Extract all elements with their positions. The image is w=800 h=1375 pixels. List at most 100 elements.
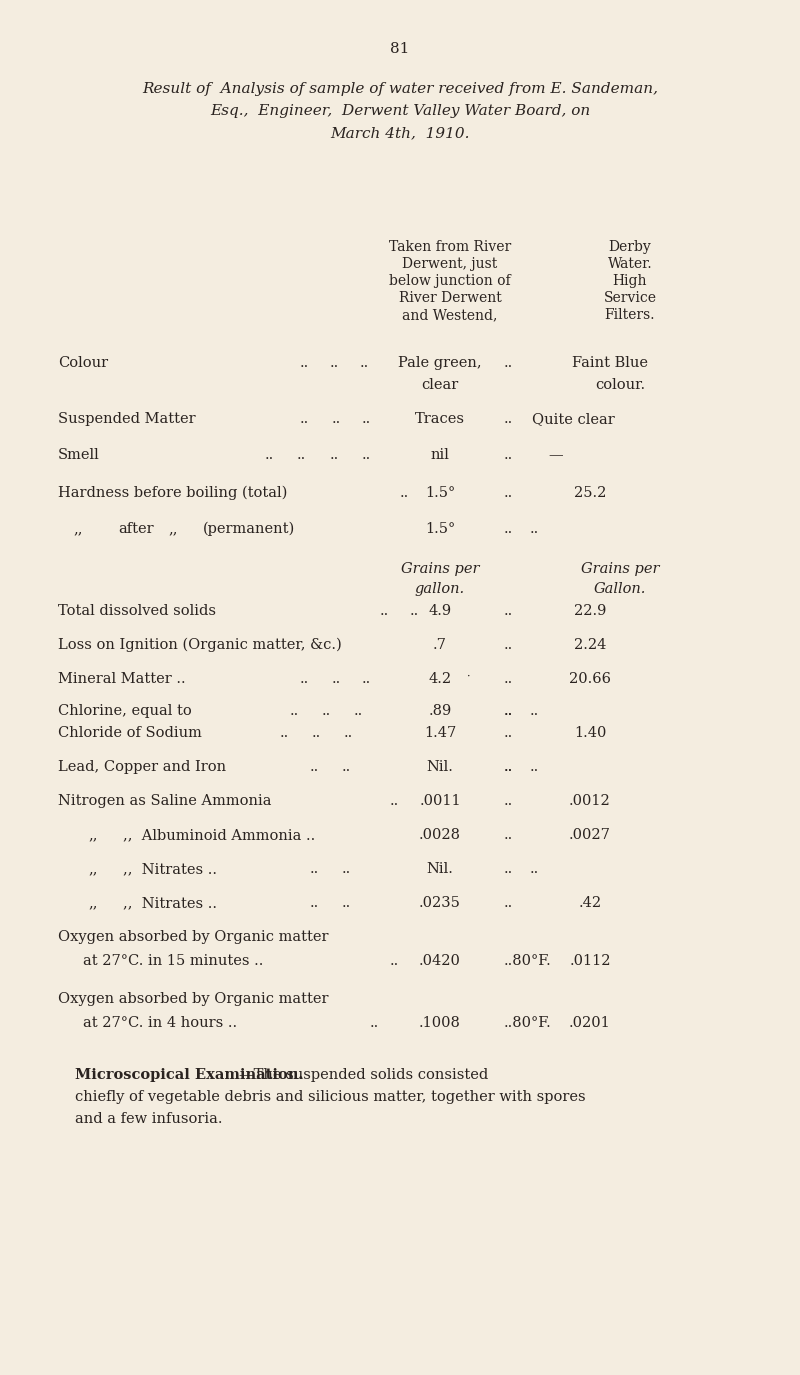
Text: clear: clear — [422, 378, 458, 392]
Text: Derby: Derby — [609, 241, 651, 254]
Text: Loss on Ignition (Organic matter, &c.): Loss on Ignition (Organic matter, &c.) — [58, 638, 342, 652]
Text: Esq.,  Engineer,  Derwent Valley Water Board, on: Esq., Engineer, Derwent Valley Water Boa… — [210, 104, 590, 118]
Text: ..: .. — [400, 485, 410, 500]
Text: Grains per: Grains per — [401, 562, 479, 576]
Text: ,,: ,, — [168, 522, 178, 536]
Text: .0420: .0420 — [419, 954, 461, 968]
Text: ,,  Albuminoid Ammonia ..: ,, Albuminoid Ammonia .. — [123, 828, 315, 842]
Text: (permanent): (permanent) — [203, 522, 295, 536]
Text: 25.2: 25.2 — [574, 485, 606, 500]
Text: at 27°C. in 15 minutes ..: at 27°C. in 15 minutes .. — [83, 954, 263, 968]
Text: ..: .. — [504, 448, 514, 462]
Text: ,,: ,, — [88, 828, 98, 842]
Text: Filters.: Filters. — [605, 308, 655, 322]
Text: ..: .. — [504, 793, 514, 808]
Text: and a few infusoria.: and a few infusoria. — [75, 1112, 222, 1126]
Text: ..: .. — [504, 896, 514, 910]
Text: ..: .. — [310, 760, 319, 774]
Text: ..: .. — [504, 704, 514, 718]
Text: ..: .. — [362, 412, 371, 426]
Text: 2.24: 2.24 — [574, 638, 606, 652]
Text: below junction of: below junction of — [389, 274, 511, 287]
Text: ..: .. — [362, 672, 371, 686]
Text: ..80°F.: ..80°F. — [504, 954, 552, 968]
Text: ..: .. — [504, 862, 514, 876]
Text: ..: .. — [354, 704, 363, 718]
Text: Nil.: Nil. — [426, 760, 454, 774]
Text: Chloride of Sodium: Chloride of Sodium — [58, 726, 202, 740]
Text: ..: .. — [504, 760, 514, 774]
Text: Service: Service — [603, 292, 657, 305]
Text: ..: .. — [300, 672, 310, 686]
Text: .89: .89 — [428, 704, 452, 718]
Text: 1.40: 1.40 — [574, 726, 606, 740]
Text: Quite clear: Quite clear — [532, 412, 614, 426]
Text: .0027: .0027 — [569, 828, 611, 842]
Text: 4.9: 4.9 — [429, 604, 451, 617]
Text: .0112: .0112 — [570, 954, 610, 968]
Text: ..: .. — [530, 522, 539, 536]
Text: after: after — [118, 522, 154, 536]
Text: ..: .. — [504, 828, 514, 842]
Text: 1.47: 1.47 — [424, 726, 456, 740]
Text: ..: .. — [530, 704, 539, 718]
Text: nil: nil — [430, 448, 450, 462]
Text: .0235: .0235 — [419, 896, 461, 910]
Text: 20.66: 20.66 — [569, 672, 611, 686]
Text: Nil.: Nil. — [426, 862, 454, 876]
Text: March 4th,  1910.: March 4th, 1910. — [330, 126, 470, 140]
Text: Gallon.: Gallon. — [594, 582, 646, 595]
Text: ..: .. — [297, 448, 306, 462]
Text: Mineral Matter ..: Mineral Matter .. — [58, 672, 186, 686]
Text: River Derwent: River Derwent — [398, 292, 502, 305]
Text: ..: .. — [504, 704, 514, 718]
Text: ..: .. — [504, 672, 514, 686]
Text: Taken from River: Taken from River — [389, 241, 511, 254]
Text: ..: .. — [504, 412, 514, 426]
Text: ..: .. — [530, 760, 539, 774]
Text: Suspended Matter: Suspended Matter — [58, 412, 196, 426]
Text: Water.: Water. — [608, 257, 652, 271]
Text: ..: .. — [504, 356, 514, 370]
Text: 1.5°: 1.5° — [425, 485, 455, 500]
Text: ..: .. — [370, 1016, 379, 1030]
Text: Hardness before boiling (total): Hardness before boiling (total) — [58, 485, 287, 500]
Text: .42: .42 — [578, 896, 602, 910]
Text: Traces: Traces — [415, 412, 465, 426]
Text: .7: .7 — [433, 638, 447, 652]
Text: High: High — [613, 274, 647, 287]
Text: ..: .. — [410, 604, 419, 617]
Text: ..: .. — [342, 862, 351, 876]
Text: and Westend,: and Westend, — [402, 308, 498, 322]
Text: ..: .. — [280, 726, 290, 740]
Text: .0011: .0011 — [419, 793, 461, 808]
Text: ,,: ,, — [73, 522, 82, 536]
Text: ..: .. — [504, 726, 514, 740]
Text: ,,  Nitrates ..: ,, Nitrates .. — [123, 862, 217, 876]
Text: ..: .. — [332, 412, 342, 426]
Text: Faint Blue: Faint Blue — [572, 356, 648, 370]
Text: —: — — [548, 448, 562, 462]
Text: .0028: .0028 — [419, 828, 461, 842]
Text: Oxygen absorbed by Organic matter: Oxygen absorbed by Organic matter — [58, 930, 329, 945]
Text: ,,: ,, — [88, 862, 98, 876]
Text: ..: .. — [265, 448, 274, 462]
Text: ..: .. — [530, 862, 539, 876]
Text: ..: .. — [300, 412, 310, 426]
Text: ..: .. — [344, 726, 354, 740]
Text: gallon.: gallon. — [415, 582, 465, 595]
Text: colour.: colour. — [595, 378, 645, 392]
Text: Pale green,: Pale green, — [398, 356, 482, 370]
Text: Derwent, just: Derwent, just — [402, 257, 498, 271]
Text: 81: 81 — [390, 43, 410, 56]
Text: Lead, Copper and Iron: Lead, Copper and Iron — [58, 760, 226, 774]
Text: ·: · — [467, 672, 470, 682]
Text: Result of  Analysis of sample of water received from E. Sandeman,: Result of Analysis of sample of water re… — [142, 82, 658, 96]
Text: ..: .. — [342, 896, 351, 910]
Text: ..: .. — [310, 862, 319, 876]
Text: ..: .. — [504, 638, 514, 652]
Text: ,,: ,, — [88, 896, 98, 910]
Text: 22.9: 22.9 — [574, 604, 606, 617]
Text: Colour: Colour — [58, 356, 108, 370]
Text: ..: .. — [380, 604, 390, 617]
